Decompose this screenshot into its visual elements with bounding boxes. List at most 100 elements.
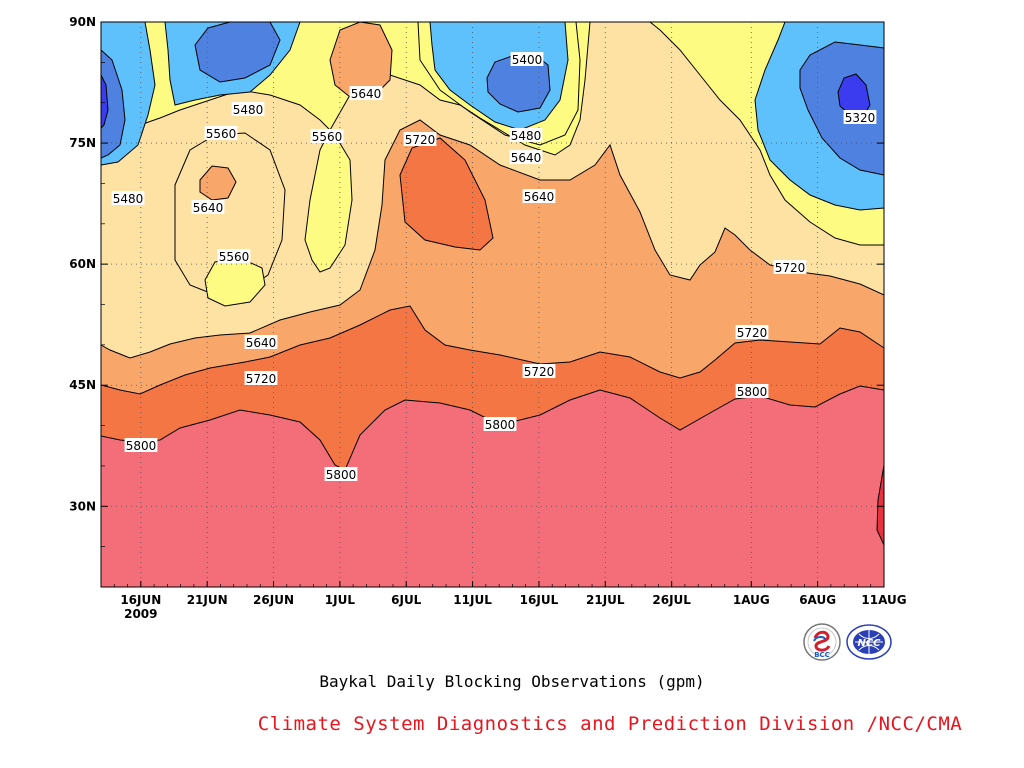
contour-label: 5720 [244, 371, 278, 386]
contour-label-bg [509, 150, 543, 164]
contour-label: 5480 [111, 191, 145, 206]
contour-label-text: 5800 [485, 418, 516, 432]
contour-label: 5640 [509, 150, 543, 165]
fill-5320-5400-center [486, 54, 551, 113]
fill-5320-5400-left [100, 48, 126, 159]
contour-label-bg [231, 102, 265, 116]
contour-label: 5720 [735, 325, 769, 340]
contour-label: 5480 [509, 128, 543, 143]
fill-below-5320-right [837, 73, 871, 116]
bcc-logo-text: BCC [814, 651, 830, 659]
fill-5640-5720-pocket [199, 165, 237, 201]
fill-5320-5400-right [799, 41, 885, 176]
grid-lines [101, 22, 884, 587]
contour-label-bg [735, 325, 769, 339]
contour-label-bg [244, 371, 278, 385]
contour-label: 5320 [843, 110, 877, 125]
y-tick-label: 60N [69, 257, 96, 271]
contour-label-text: 5640 [351, 87, 382, 101]
contour-label-text: 5800 [126, 439, 157, 453]
contour-label: 5800 [124, 438, 158, 453]
contour-label-bg [310, 129, 344, 143]
contour-label: 5480 [231, 102, 265, 117]
contour-label: 5800 [483, 417, 517, 432]
contour-label-text: 5800 [326, 468, 357, 482]
x-tick-label: 6AUG [799, 593, 836, 607]
contour-label-bg [217, 249, 251, 263]
contour-label-bg [124, 438, 158, 452]
contour-label-text: 5320 [845, 111, 876, 125]
contour-label-text: 5480 [511, 129, 542, 143]
y-tick-label: 90N [69, 15, 96, 29]
ncc-logo-text: NCC [857, 638, 881, 649]
contour-label-text: 5560 [206, 127, 237, 141]
contour-label: 5400 [510, 52, 544, 67]
x-tick-label: 1AUG [733, 593, 770, 607]
contour-label-text: 5640 [511, 151, 542, 165]
fill-5640-5720-top [329, 21, 393, 98]
x-tick-label: 26JUN [253, 593, 294, 607]
contour-label: 5720 [773, 260, 807, 275]
contour-label: 5720 [522, 364, 556, 379]
contour-label-text: 5480 [233, 103, 264, 117]
chart-title: Baykal Daily Blocking Observations (gpm) [319, 672, 705, 691]
contour-label-text: 5640 [524, 190, 555, 204]
fill-5480-5560 [100, 21, 885, 273]
x-tick-label: 1JUL [325, 593, 356, 607]
contour-label-text: 5640 [246, 336, 277, 350]
contour-labels: 5400 5480 5560 5640 5320 5640 5720 5560 5480 5560… [111, 52, 877, 482]
x-tick-label: 11AUG [861, 593, 906, 607]
contour-label: 5640 [349, 86, 383, 101]
contour-label-text: 5480 [113, 192, 144, 206]
bcc-logo: BCC [802, 622, 842, 662]
contour-label-bg [324, 467, 358, 481]
fill-5320-5400-topleft [194, 21, 281, 83]
x-tick-label: 21JUN [187, 593, 228, 607]
contour-label-bg [510, 52, 544, 66]
contour-label: 5800 [735, 384, 769, 399]
contour-label: 5640 [191, 200, 225, 215]
contour-label-bg [483, 417, 517, 431]
contour-label: 5720 [403, 132, 437, 147]
x-tick-label: 16JUN [120, 593, 161, 607]
contour-label-bg [509, 128, 543, 142]
contour-label-text: 5640 [193, 201, 224, 215]
y-tick-label: 45N [69, 378, 96, 392]
credit-line: Climate System Diagnostics and Predictio… [257, 713, 963, 735]
x-year-label: 2009 [124, 607, 157, 621]
y-tick-label: 30N [69, 499, 96, 513]
y-tick-label: 75N [69, 136, 96, 150]
contour-label-text: 5720 [405, 133, 436, 147]
contour-label-bg [204, 126, 238, 140]
contour-label-text: 5800 [737, 385, 768, 399]
contour-label-bg [773, 260, 807, 274]
contour-label-bg [522, 364, 556, 378]
contour-label-text: 5560 [312, 130, 343, 144]
x-tick-label: 6JUL [391, 593, 422, 607]
contour-label: 5560 [217, 249, 251, 264]
contour-label-text: 5720 [775, 261, 806, 275]
contour-label-text: 5400 [512, 53, 543, 67]
x-tick-label: 21JUL [586, 593, 625, 607]
contour-label-text: 5720 [737, 326, 768, 340]
contour-label: 5640 [244, 335, 278, 350]
contour-label-bg [111, 191, 145, 205]
contour-label-bg [244, 335, 278, 349]
contour-label-bg [403, 132, 437, 146]
contour-label-text: 5560 [219, 250, 250, 264]
contour-label-bg [735, 384, 769, 398]
contour-label-text: 5720 [524, 365, 555, 379]
x-tick-label: 11JUL [453, 593, 492, 607]
contour-label: 5800 [324, 467, 358, 482]
contour-label-text: 5720 [246, 372, 277, 386]
contour-label: 5560 [204, 126, 238, 141]
ncc-logo: NCC [845, 622, 893, 662]
fill-5560-5640 [100, 21, 885, 359]
x-tick-label: 16JUL [520, 593, 559, 607]
contour-label-bg [843, 110, 877, 124]
x-tick-label: 26JUL [652, 593, 691, 607]
contour-label-bg [349, 86, 383, 100]
contour-label: 5640 [522, 189, 556, 204]
